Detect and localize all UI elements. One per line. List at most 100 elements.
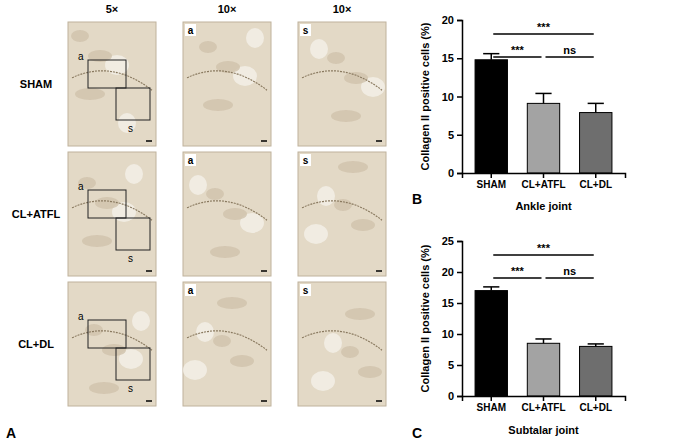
panel-label: A — [6, 425, 16, 441]
significance: *** — [493, 21, 593, 34]
error-bar-cap — [483, 53, 499, 55]
tissue-blob — [213, 335, 231, 347]
y-axis: 0510152025 — [442, 235, 463, 402]
x-tick-label: CL+DL — [579, 179, 612, 190]
bar-chart: 0510152025 SHAM CL+ATFL CL+DL Collagen II po… — [412, 235, 626, 441]
micrograph: s — [298, 152, 386, 276]
region-label: a — [188, 285, 194, 296]
y-tick-mark — [457, 135, 462, 137]
y-axis-title: Collagen II positive cells (%) — [419, 244, 431, 392]
region-label: s — [303, 25, 309, 36]
region-label: a — [78, 181, 84, 192]
tissue-blob — [230, 355, 254, 367]
tissue-blob — [82, 235, 112, 247]
tissue-blob — [338, 161, 368, 173]
y-tick-mark — [457, 20, 462, 22]
plot-area — [475, 54, 612, 173]
joint-line — [72, 71, 152, 90]
micrograph-bg — [298, 152, 386, 276]
y-tick-mark — [457, 58, 462, 60]
column-label: 10× — [333, 3, 352, 15]
x-tick-mark — [595, 396, 597, 401]
y-tick: 5 — [448, 359, 462, 371]
y-tick: 10 — [442, 91, 462, 103]
region-tag-bg — [185, 24, 196, 36]
scale-bar — [146, 400, 152, 402]
region-label: a — [78, 311, 84, 322]
tissue-blob — [199, 41, 217, 53]
tissue-blob — [351, 219, 375, 231]
scale-bar — [146, 140, 152, 142]
x-tick: CL+DL — [579, 396, 612, 413]
sig-label: ns — [563, 265, 576, 277]
scale-bar — [376, 400, 382, 402]
micrograph: as — [68, 282, 156, 406]
error-bar — [483, 287, 499, 291]
tissue-blob — [89, 382, 119, 394]
tissue-blob — [246, 28, 264, 48]
error-bar — [588, 344, 604, 346]
significance: *** — [493, 265, 541, 278]
region-box — [88, 60, 126, 88]
error-bar — [535, 339, 551, 343]
micrograph-bg — [183, 282, 271, 406]
bar-chart: 05101520SHAMCL+ATFLCL+DLCollagen II posi… — [412, 14, 626, 212]
micrograph: a — [183, 22, 271, 146]
sig-label: *** — [511, 265, 525, 277]
tissue-blob — [203, 99, 233, 111]
error-bar-cap — [535, 93, 551, 95]
y-tick: 15 — [442, 52, 462, 64]
micrograph-bg — [68, 282, 156, 406]
error-bar-stem — [595, 103, 597, 112]
y-axis-title: Collagen II positive cells (%) — [419, 22, 431, 170]
x-axis-title: Subtalar joint — [508, 424, 579, 436]
scale-bar — [261, 270, 267, 272]
scale-bar — [376, 270, 382, 272]
bar — [475, 60, 507, 173]
region-tag-bg — [300, 24, 311, 36]
tissue-blob — [331, 110, 361, 122]
micrograph-bg — [298, 282, 386, 406]
x-tick: CL+ATFL — [522, 396, 566, 413]
tissue-blob — [341, 346, 359, 358]
sig-bracket — [546, 56, 594, 58]
x-tick-mark — [491, 396, 493, 401]
tissue-blob — [310, 39, 328, 59]
bar — [475, 291, 507, 396]
joint-line — [72, 331, 152, 350]
region-tag-bg — [300, 154, 311, 166]
region-box — [116, 218, 150, 250]
region-label: a — [188, 25, 194, 36]
x-tick: SHAM — [477, 173, 506, 190]
image-panel: 5×10×10×SHAMasasCL+ATFLasasCL+DLasasA — [6, 3, 386, 441]
x-axis-title: Ankle joint — [515, 200, 572, 212]
scale-bar — [146, 270, 152, 272]
tissue-blob — [311, 371, 335, 391]
tissue-blob — [71, 30, 89, 42]
y-tick-mark — [457, 241, 462, 243]
x-axis: SHAM CL+ATFL CL+DL — [463, 396, 626, 413]
sig-bracket — [546, 277, 594, 279]
tissue-blob — [358, 366, 382, 378]
error-bar-stem — [491, 54, 493, 60]
y-axis-line — [457, 242, 463, 397]
tissue-blob — [223, 208, 247, 220]
panel-label: B — [412, 191, 422, 207]
x-tick-label: SHAM — [477, 179, 506, 190]
significance: *** — [493, 242, 593, 255]
y-tick: 15 — [442, 297, 462, 309]
micrograph: a — [183, 152, 271, 276]
tissue-blob — [210, 246, 240, 258]
tissue-blob — [217, 297, 247, 309]
y-tick: 25 — [442, 235, 462, 247]
x-axis: SHAMCL+ATFLCL+DL — [463, 173, 626, 190]
sig-label: *** — [511, 44, 525, 56]
significance: *** — [493, 44, 541, 57]
error-bar-cap — [535, 338, 551, 340]
micrograph: as — [68, 152, 156, 276]
sig-bracket — [493, 56, 541, 58]
x-tick: SHAM — [477, 396, 506, 413]
bar — [580, 346, 612, 396]
sig-label: ns — [563, 44, 576, 56]
x-tick-label: CL+ATFL — [522, 402, 566, 413]
